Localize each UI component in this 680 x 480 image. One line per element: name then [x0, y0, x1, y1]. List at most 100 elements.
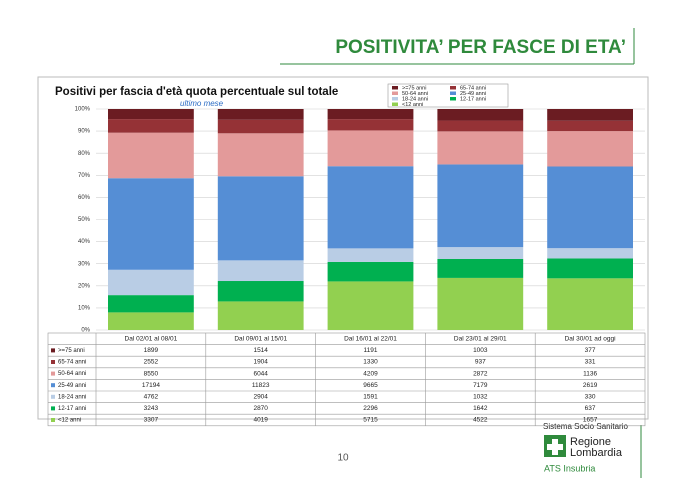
- table-row-label: <12 anni: [58, 418, 81, 424]
- table-cell: 17194: [142, 382, 160, 389]
- table-cell: 2296: [363, 405, 378, 412]
- table-swatch: [51, 406, 55, 411]
- bar-segment: [108, 132, 194, 179]
- table-cell: 2619: [583, 382, 598, 389]
- table-cell: 2904: [253, 394, 268, 401]
- bar-segment: [327, 166, 414, 249]
- table-cell: 637: [585, 405, 596, 412]
- bar-segment: [437, 109, 524, 121]
- bar-segment: [327, 130, 414, 167]
- table-cell: 2872: [473, 370, 488, 377]
- bar-segment: [437, 247, 524, 260]
- legend-swatch: [392, 91, 398, 95]
- y-tick-label: 20%: [78, 283, 91, 289]
- table-cell: 1904: [253, 359, 268, 366]
- logo-agency: ATS Insubria: [544, 463, 595, 473]
- table-cell: 4019: [253, 417, 268, 424]
- bar-segment: [547, 258, 633, 279]
- bar-segment: [437, 120, 524, 132]
- legend-label: 25-49 anni: [460, 91, 486, 97]
- bar-segment: [547, 131, 633, 167]
- legend-label: 50-64 anni: [402, 91, 428, 97]
- legend-label: 65-74 anni: [460, 85, 486, 91]
- x-tick-label: Dal 16/01 al 22/01: [344, 336, 397, 343]
- table-cell: 4209: [363, 370, 378, 377]
- x-tick-label: Dal 09/01 al 15/01: [234, 336, 287, 343]
- legend-label: <12 anni: [402, 102, 423, 108]
- legend-label: 18-24 anni: [402, 96, 428, 102]
- legend-label: >=75 anni: [402, 85, 426, 91]
- table-cell: 1514: [253, 347, 268, 354]
- logo-region: Regione: [570, 436, 611, 448]
- table-cell: 1591: [363, 394, 378, 401]
- table-swatch: [51, 360, 55, 364]
- bar-segment: [108, 295, 194, 313]
- bar-segment: [217, 176, 304, 261]
- legend-swatch: [392, 102, 398, 106]
- bar-segment: [108, 119, 194, 133]
- table-cell: 1191: [364, 347, 378, 354]
- table-cell: 1136: [583, 370, 597, 377]
- table-swatch: [51, 394, 55, 399]
- bar-segment: [437, 164, 524, 248]
- bar-segment: [108, 269, 194, 296]
- bar-segment: [108, 109, 194, 120]
- table-cell: 8550: [144, 370, 159, 377]
- table-cell: 1003: [473, 347, 488, 354]
- bar-segment: [217, 260, 304, 282]
- bar-segment: [217, 119, 304, 134]
- table-cell: 1642: [473, 405, 488, 412]
- chart-subtitle: ultimo mese: [180, 99, 224, 108]
- table-cell: 7179: [473, 382, 488, 389]
- legend-label: 12-17 anni: [460, 96, 486, 102]
- table-cell: 4522: [473, 417, 488, 424]
- bar-segment: [327, 248, 414, 262]
- legend-swatch: [450, 91, 456, 95]
- table-row-label: 18-24 anni: [58, 394, 86, 400]
- table-row-label: >=75 anni: [58, 348, 85, 354]
- x-tick-label: Dal 23/01 al 29/01: [454, 336, 507, 343]
- bar-segment: [217, 281, 304, 302]
- bar-segment: [217, 133, 304, 177]
- slide-title: POSITIVITA’ PER FASCE DI ETA’: [335, 37, 626, 58]
- table-row-label: 50-64 anni: [58, 371, 86, 377]
- logo-cross: [547, 439, 563, 455]
- y-tick-label: 0%: [81, 328, 90, 334]
- table-cell: 3243: [144, 405, 159, 412]
- bar-segment: [547, 166, 633, 249]
- table-swatch: [51, 383, 55, 388]
- table-cell: 5715: [363, 417, 378, 424]
- bar-segment: [327, 109, 414, 120]
- table-cell: 11823: [252, 382, 270, 389]
- bar-segment: [437, 131, 524, 165]
- table-row-label: 25-49 anni: [58, 383, 86, 389]
- bar-segment: [547, 248, 633, 259]
- table-row-label: 12-17 anni: [58, 406, 86, 412]
- logo-system: Sistema Socio Sanitario: [543, 422, 628, 431]
- y-tick-label: 50%: [78, 217, 91, 223]
- table-cell: 9665: [363, 382, 378, 389]
- table-swatch: [51, 371, 55, 376]
- bar-segment: [327, 119, 414, 131]
- legend-swatch: [450, 86, 456, 90]
- table-cell: 330: [585, 394, 596, 401]
- bar-segment: [547, 120, 633, 132]
- bar-segment: [217, 301, 304, 330]
- x-tick-label: Dal 30/01 ad oggi: [565, 336, 616, 343]
- bar-segment: [327, 261, 414, 282]
- table-swatch: [51, 418, 55, 422]
- bar-segment: [547, 109, 633, 121]
- bar-segment: [437, 277, 524, 330]
- page-number: 10: [337, 453, 349, 464]
- chart-title: Positivi per fascia d'età quota percentu…: [55, 86, 338, 98]
- bar-segment: [327, 281, 414, 330]
- y-tick-label: 30%: [78, 261, 91, 267]
- logo-region: Lombardia: [570, 447, 623, 459]
- table-cell: 937: [475, 359, 486, 366]
- legend-swatch: [450, 97, 456, 101]
- bar-segment: [217, 109, 304, 120]
- table-cell: 2870: [253, 405, 268, 412]
- bar-segment: [108, 312, 194, 330]
- y-tick-label: 70%: [78, 173, 91, 179]
